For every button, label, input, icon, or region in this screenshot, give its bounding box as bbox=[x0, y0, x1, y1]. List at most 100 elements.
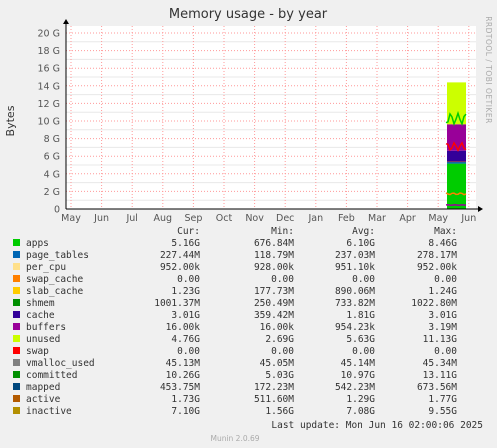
legend-swatch-buffers bbox=[13, 323, 20, 330]
legend-name: slab_cache bbox=[26, 286, 83, 297]
y-tick-label: 10 G bbox=[38, 117, 60, 128]
legend-swatch-apps bbox=[13, 239, 20, 246]
x-tick-label: Sep bbox=[184, 213, 202, 224]
legend-avg-value: 6.10G bbox=[346, 238, 375, 249]
area-per_cpu bbox=[447, 161, 466, 163]
legend-cur-value: 5.16G bbox=[171, 238, 200, 249]
legend-swatch-mapped bbox=[13, 383, 20, 390]
grid-lines bbox=[66, 26, 476, 209]
legend-cur-value: 1.73G bbox=[171, 394, 200, 405]
legend-swatch-unused bbox=[13, 335, 20, 342]
legend-name: shmem bbox=[26, 298, 55, 309]
y-tick-label: 4 G bbox=[44, 169, 60, 180]
legend-cur-value: 3.01G bbox=[171, 310, 200, 321]
legend-max-value: 45.34M bbox=[423, 358, 458, 369]
legend-avg-value: 7.08G bbox=[346, 406, 375, 417]
legend-cur-value: 7.10G bbox=[171, 406, 200, 417]
y-tick-label: 18 G bbox=[38, 46, 60, 57]
area-apps bbox=[447, 163, 466, 209]
x-tick-label: Jul bbox=[125, 213, 137, 224]
x-tick-label: Oct bbox=[216, 213, 233, 224]
legend-min-value: 5.03G bbox=[265, 370, 294, 381]
legend-cur-value: 1001.37M bbox=[154, 298, 200, 309]
legend-header: Avg: bbox=[352, 226, 375, 237]
x-tick-label: Dec bbox=[276, 213, 294, 224]
line-committed bbox=[445, 110, 467, 127]
legend-name: active bbox=[26, 394, 61, 405]
x-tick-labels: May Jun Jul Aug Sep Oct Nov Dec Jan Feb Mar Apr May J… bbox=[61, 213, 476, 224]
legend-avg-value: 542.23M bbox=[335, 382, 375, 393]
y-tick-label: 0 bbox=[54, 205, 60, 216]
legend-name: per_cpu bbox=[26, 262, 66, 273]
x-tick-label: Jun bbox=[93, 213, 109, 224]
legend-swatch-swap_cache bbox=[13, 275, 20, 282]
y-tick-label: 12 G bbox=[38, 99, 60, 110]
legend-name: apps bbox=[26, 238, 49, 249]
x-tick-label: Jun bbox=[460, 213, 476, 224]
area-page_tables bbox=[447, 161, 466, 164]
legend-name: committed bbox=[26, 370, 77, 381]
x-tick-label: Jan bbox=[307, 213, 323, 224]
legend-swatch-active bbox=[13, 395, 20, 402]
legend-swatch-swap bbox=[13, 347, 20, 354]
legend-cur-value: 16.00k bbox=[166, 322, 201, 333]
x-tick-label: Apr bbox=[399, 213, 416, 224]
legend-cur-value: 453.75M bbox=[160, 382, 200, 393]
legend-name: vmalloc_used bbox=[26, 358, 95, 369]
y-tick-label: 6 G bbox=[44, 152, 60, 163]
legend-min-value: 250.49M bbox=[254, 298, 294, 309]
legend-swatch-slab_cache bbox=[13, 287, 20, 294]
legend-name: mapped bbox=[26, 382, 60, 393]
legend-min-value: 16.00k bbox=[260, 322, 295, 333]
y-tick-label: 2 G bbox=[44, 187, 60, 198]
y-axis-label: Bytes bbox=[4, 105, 17, 136]
x-tick-label: Mar bbox=[368, 213, 386, 224]
x-tick-label: Feb bbox=[338, 213, 355, 224]
series-lines bbox=[445, 110, 467, 206]
legend-name: swap_cache bbox=[26, 274, 83, 285]
legend-swatch-per_cpu bbox=[13, 263, 20, 270]
munin-footer: Munin 2.0.69 bbox=[210, 434, 259, 443]
legend-cur-value: 45.13M bbox=[166, 358, 201, 369]
legend-max-value: 8.46G bbox=[428, 238, 457, 249]
plot-area bbox=[66, 26, 476, 209]
legend-cur-value: 4.76G bbox=[171, 334, 200, 345]
legend-max-value: 3.01G bbox=[428, 310, 457, 321]
legend-max-value: 0.00 bbox=[434, 346, 457, 357]
legend-header: Max: bbox=[434, 226, 457, 237]
legend-max-value: 1.77G bbox=[428, 394, 457, 405]
area-unused bbox=[447, 82, 466, 125]
legend-cur-value: 1.23G bbox=[171, 286, 200, 297]
legend-min-value: 511.60M bbox=[254, 394, 294, 405]
legend-min-value: 928.00k bbox=[254, 262, 294, 273]
legend-swatch-shmem bbox=[13, 299, 20, 306]
legend-max-value: 1.24G bbox=[428, 286, 457, 297]
legend-name: unused bbox=[26, 334, 60, 345]
legend-avg-value: 954.23k bbox=[335, 322, 375, 333]
legend-avg-value: 951.10k bbox=[335, 262, 375, 273]
y-tick-label: 8 G bbox=[44, 134, 60, 145]
legend-min-value: 2.69G bbox=[265, 334, 294, 345]
legend-max-value: 952.00k bbox=[417, 262, 457, 273]
legend-min-value: 45.05M bbox=[260, 358, 295, 369]
legend-name: inactive bbox=[26, 406, 72, 417]
x-axis-arrow bbox=[478, 206, 483, 212]
legend-avg-value: 1.29G bbox=[346, 394, 375, 405]
legend-name: page_tables bbox=[26, 250, 89, 261]
legend-avg-value: 733.82M bbox=[335, 298, 375, 309]
legend-cur-value: 10.26G bbox=[166, 370, 201, 381]
y-axis-arrow bbox=[63, 19, 69, 24]
legend-avg-value: 0.00 bbox=[352, 346, 375, 357]
legend-min-value: 0.00 bbox=[271, 274, 294, 285]
last-update-text: Last update: Mon Jun 16 02:00:06 2025 bbox=[271, 420, 483, 431]
line-inactive bbox=[445, 141, 467, 153]
legend-min-value: 676.84M bbox=[254, 238, 294, 249]
legend-max-value: 3.19M bbox=[428, 322, 457, 333]
legend-max-value: 673.56M bbox=[417, 382, 457, 393]
legend-cur-value: 0.00 bbox=[177, 274, 200, 285]
legend-avg-value: 0.00 bbox=[352, 274, 375, 285]
legend-max-value: 11.13G bbox=[423, 334, 458, 345]
legend-max-value: 13.11G bbox=[423, 370, 458, 381]
legend-max-value: 0.00 bbox=[434, 274, 457, 285]
